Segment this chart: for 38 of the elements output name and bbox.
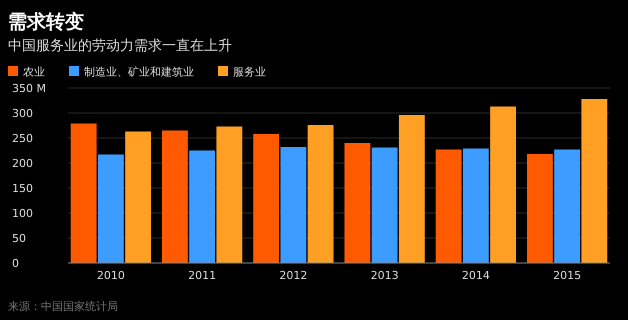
bar [70, 124, 97, 263]
y-tick-label: 250 [12, 132, 33, 145]
x-tick-label: 2014 [462, 269, 490, 282]
bar [162, 130, 188, 263]
bar [308, 125, 334, 263]
y-tick-label: 100 [12, 207, 33, 220]
source-note: 来源：中国国家统计局 [8, 300, 118, 313]
y-tick-label: 50 [12, 232, 26, 245]
bar [344, 143, 370, 263]
bar [253, 134, 280, 263]
y-tick-label: 150 [12, 182, 33, 195]
bar [216, 126, 242, 263]
bar [125, 132, 152, 263]
legend-label: 农业 [23, 66, 45, 78]
bar [462, 148, 489, 263]
x-tick-label: 2011 [188, 269, 216, 282]
chart-subtitle: 中国服务业的劳动力需求一直在上升 [8, 38, 232, 54]
y-tick-label: 200 [12, 157, 33, 170]
bar [554, 150, 580, 263]
y-tick-label: 300 [12, 107, 33, 120]
bar [98, 154, 124, 263]
bar [280, 147, 306, 263]
x-tick-label: 2015 [553, 269, 582, 282]
bar [372, 148, 398, 263]
bar [189, 150, 216, 263]
x-tick-label: 2010 [96, 269, 125, 282]
bar [526, 154, 553, 263]
legend-label: 服务业 [233, 66, 266, 78]
legend-label: 制造业、矿业和建筑业 [84, 66, 194, 78]
y-tick-label: 350 M [12, 82, 46, 95]
x-tick-label: 2013 [370, 269, 399, 282]
bar [581, 99, 608, 263]
bar [490, 106, 516, 263]
bar [398, 115, 425, 263]
bar [436, 150, 462, 263]
chart-title: 需求转变 [8, 11, 84, 33]
y-tick-label: 0 [12, 257, 19, 270]
x-tick-label: 2012 [279, 269, 308, 282]
